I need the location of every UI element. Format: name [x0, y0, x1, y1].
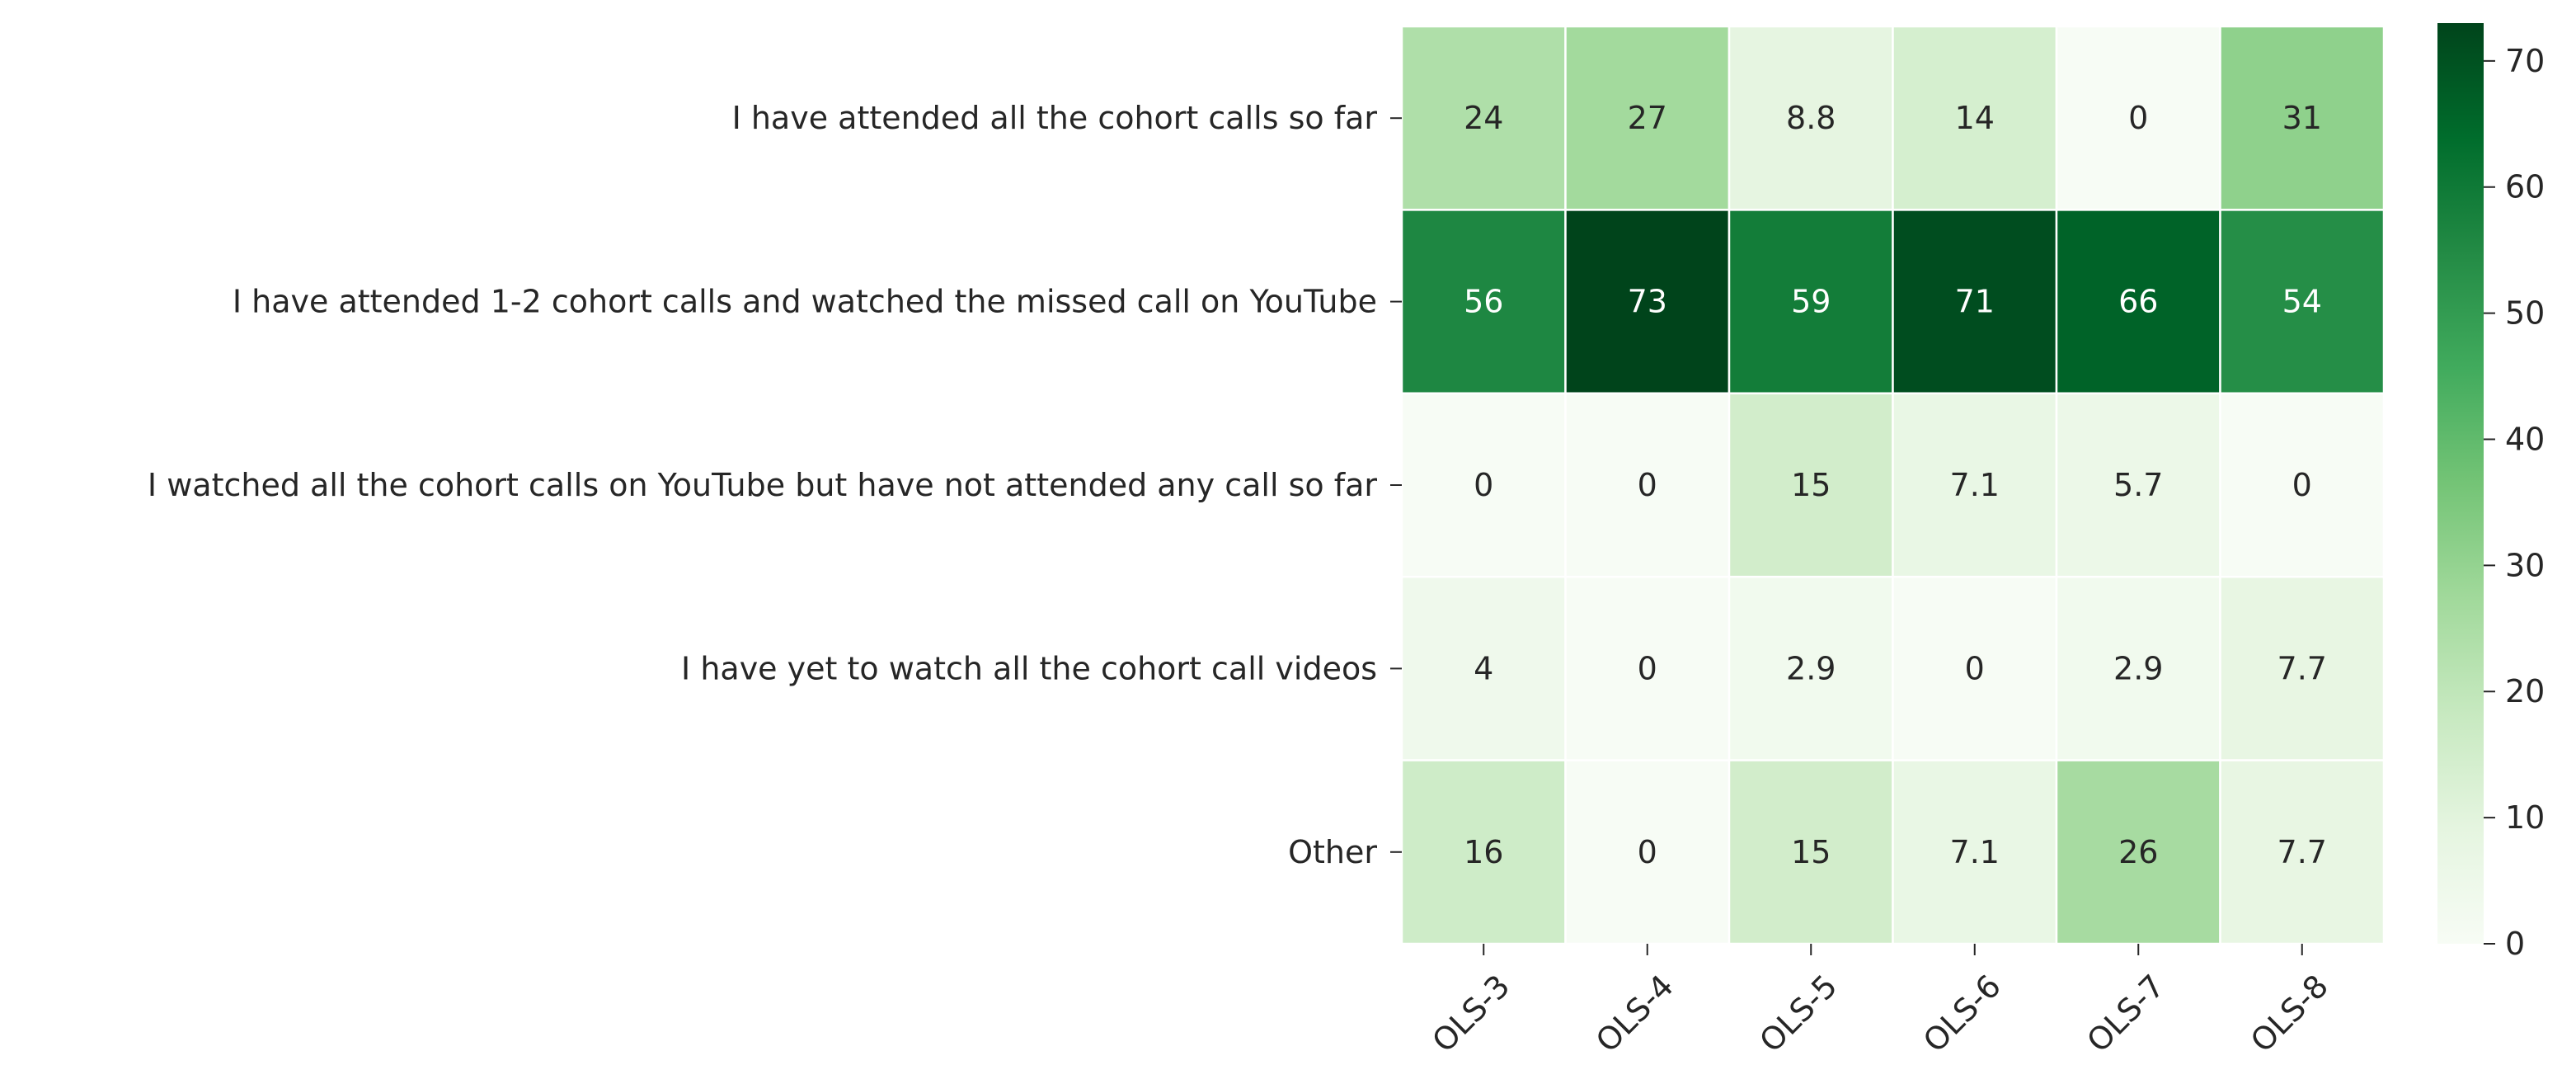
heatmap-cell	[1728, 575, 1894, 761]
heatmap-cell-labels: 24 27 8.8 14 0 31 56 73 59 71 66 54 0 0 15 7.1 5.7 0 4 0 2.9…	[1464, 100, 2327, 870]
cell-value-label: 0	[1965, 650, 1985, 686]
cell-value-label: 59	[1791, 284, 1831, 320]
heatmap-cell	[1892, 25, 2058, 211]
cell-value-label: 24	[1464, 100, 1503, 136]
colorbar-tick-label: 50	[2505, 295, 2545, 332]
heatmap-cell	[2219, 25, 2386, 211]
cell-value-label: 4	[1474, 650, 1493, 686]
heatmap-cell	[2219, 392, 2386, 578]
cell-value-label: 15	[1791, 834, 1831, 870]
cell-value-label: 0	[1638, 650, 1657, 686]
heatmap-cell	[1892, 575, 2058, 761]
heatmap-cell	[1892, 392, 2058, 578]
heatmap-cell	[2219, 209, 2386, 395]
cell-value-label: 0	[1638, 834, 1657, 870]
heatmap-cell	[1400, 392, 1567, 578]
heatmap-cell	[1564, 392, 1731, 578]
heatmap-cell	[2055, 575, 2221, 761]
colorbar-tick-label: 10	[2505, 799, 2545, 836]
cell-value-label: 0	[2292, 467, 2312, 503]
cell-value-label: 0	[1638, 467, 1657, 503]
cell-value-label: 7.1	[1950, 834, 2000, 870]
cell-value-label: 31	[2282, 100, 2322, 136]
colorbar-tick-label: 40	[2505, 421, 2545, 457]
heatmap-cell	[2219, 759, 2386, 945]
x-tick-label: OLS-7	[2080, 968, 2171, 1059]
heatmap-cell	[1892, 759, 2058, 945]
colorbar-tick-label: 20	[2505, 673, 2545, 709]
cell-value-label: 2.9	[1786, 650, 1836, 686]
heatmap-cell	[2055, 759, 2221, 945]
heatmap-cells	[1400, 25, 2386, 945]
heatmap-cell	[1728, 25, 1894, 211]
cell-value-label: 5.7	[2113, 467, 2163, 503]
x-tick-label: OLS-5	[1752, 968, 1844, 1059]
heatmap-cell	[1400, 575, 1567, 761]
heatmap-cell	[1728, 759, 1894, 945]
y-tick-label: I have yet to watch all the cohort call …	[681, 650, 1377, 686]
cell-value-label: 0	[1474, 467, 1493, 503]
cell-value-label: 15	[1791, 467, 1831, 503]
x-tick-label: OLS-6	[1916, 968, 2008, 1059]
cell-value-label: 2.9	[2113, 650, 2163, 686]
cell-value-label: 54	[2282, 284, 2322, 320]
heatmap-cell	[2219, 575, 2386, 761]
cell-value-label: 26	[2118, 834, 2158, 870]
x-axis: OLS-3 OLS-4 OLS-5 OLS-6 OLS-7 OLS-8	[1425, 944, 2335, 1059]
cell-value-label: 71	[1955, 284, 1995, 320]
colorbar-tick-label: 30	[2505, 547, 2545, 583]
y-tick-label: I watched all the cohort calls on YouTub…	[148, 467, 1377, 503]
cell-value-label: 73	[1628, 284, 1667, 320]
cell-value-label: 7.7	[2278, 834, 2327, 870]
x-tick-label: OLS-3	[1425, 968, 1516, 1059]
x-tick-label: OLS-4	[1589, 968, 1681, 1059]
colorbar: 0 10 20 30 40 50 60 70	[2437, 23, 2545, 962]
cell-value-label: 0	[2128, 100, 2148, 136]
y-tick-label: Other	[1288, 834, 1377, 870]
cell-value-label: 8.8	[1786, 100, 1836, 136]
heatmap-cell	[2055, 25, 2221, 211]
y-axis: I have attended all the cohort calls so …	[148, 100, 1402, 870]
colorbar-tick-label: 70	[2505, 43, 2545, 79]
cell-value-label: 14	[1955, 100, 1995, 136]
heatmap-cell	[1564, 209, 1731, 395]
cell-value-label: 7.1	[1950, 467, 2000, 503]
heatmap-cell	[1400, 25, 1567, 211]
heatmap-cell	[1400, 759, 1567, 945]
x-tick-label: OLS-8	[2244, 968, 2335, 1059]
cell-value-label: 66	[2118, 284, 2158, 320]
cell-value-label: 56	[1464, 284, 1503, 320]
heatmap-cell	[1892, 209, 2058, 395]
colorbar-tick-label: 0	[2505, 926, 2525, 962]
cell-value-label: 16	[1464, 834, 1503, 870]
y-tick-label: I have attended 1-2 cohort calls and wat…	[233, 284, 1377, 320]
cell-value-label: 7.7	[2278, 650, 2327, 686]
cell-value-label: 27	[1628, 100, 1667, 136]
heatmap-cell	[1564, 25, 1731, 211]
colorbar-tick-label: 60	[2505, 169, 2545, 205]
colorbar-gradient	[2437, 23, 2484, 944]
heatmap-cell	[2055, 392, 2221, 578]
y-tick-label: I have attended all the cohort calls so …	[732, 100, 1378, 136]
heatmap-cell	[1564, 575, 1731, 761]
